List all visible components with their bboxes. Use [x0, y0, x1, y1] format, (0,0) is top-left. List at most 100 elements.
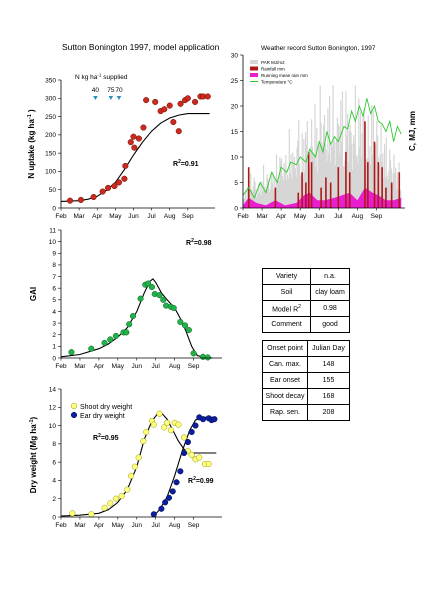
shoot-dry-weight-point	[128, 472, 135, 479]
y-tick-label: 12	[49, 405, 57, 412]
n-uptake-point	[177, 100, 184, 107]
table-cell: Soil	[262, 284, 311, 301]
n-uptake-point	[67, 197, 74, 204]
y-tick-label: 4	[52, 309, 56, 316]
par-bar	[363, 108, 365, 208]
rainfall-bar	[373, 141, 376, 208]
par-bar	[316, 127, 318, 208]
table-cell: 155	[307, 372, 350, 389]
r2-value: =0.95	[101, 435, 119, 442]
par-bar	[299, 175, 302, 208]
table-cell: Ear onset	[262, 372, 308, 389]
par-bar	[261, 181, 263, 208]
y-tick-label: 10	[231, 154, 239, 161]
table-cell: Onset point	[262, 340, 308, 357]
n-uptake-point	[121, 175, 128, 182]
table-cell: clay loam	[310, 284, 350, 301]
x-tick-label: Feb	[55, 363, 67, 370]
par-bar	[326, 161, 328, 208]
par-bar	[370, 164, 372, 208]
n-uptake-point	[170, 119, 177, 126]
x-tick-label: Sep	[188, 522, 200, 529]
ear-dry-weight-point	[177, 468, 184, 475]
rainfall-bar	[348, 172, 351, 208]
par-bar	[255, 189, 257, 208]
par-bar	[276, 182, 278, 208]
n-uptake-point	[131, 144, 138, 151]
n-uptake-point	[99, 188, 106, 195]
rainfall-bar	[301, 172, 303, 208]
par-bar	[259, 183, 261, 208]
shoot-dry-weight-point	[156, 410, 163, 417]
y-tick-label: 11	[49, 227, 56, 234]
n-application-marker	[93, 96, 98, 100]
rainfall-bar	[377, 162, 380, 208]
table-row: Onset point Julian Day	[262, 340, 350, 357]
par-bar	[367, 115, 369, 208]
shoot-dry-weight-point	[150, 421, 157, 428]
n-supplied-end: supplied	[101, 74, 127, 81]
shoot-dry-weight-point	[124, 486, 131, 493]
n-uptake-point	[184, 95, 191, 102]
y-axis-label-part: )	[27, 109, 36, 114]
shoot-dry-weight-point	[118, 492, 125, 500]
n-uptake-point	[111, 183, 118, 190]
y-tick-label: 8	[52, 441, 56, 448]
legend-label: Rainfall mm	[261, 67, 285, 72]
y-tick-label: 5	[52, 297, 56, 304]
par-bar	[256, 197, 258, 208]
r2-value: =0.98	[194, 240, 212, 247]
rainfall-bar	[325, 177, 327, 208]
y-tick-label: 14	[49, 386, 57, 393]
par-bar	[313, 156, 315, 208]
y-axis-label-part: C, MJ, mm	[408, 111, 417, 151]
par-bar	[312, 153, 314, 208]
par-bar	[290, 154, 292, 208]
y-tick-label: 7	[52, 274, 56, 281]
gai-point	[160, 296, 167, 303]
par-bar	[253, 177, 255, 208]
x-tick-label: Jul	[152, 522, 161, 529]
n-supplied-exponent: -1	[97, 73, 101, 78]
n-uptake-point	[175, 128, 182, 135]
x-tick-label: May	[109, 213, 122, 220]
par-bar	[383, 144, 386, 208]
y-tick-label: 1	[52, 344, 56, 351]
par-bar	[342, 166, 344, 208]
gai-point	[101, 339, 108, 346]
onset-point-table: Onset point Julian Day Can. max. 148 Ear o…	[262, 340, 350, 421]
table-row: Variety n.a.	[262, 268, 350, 285]
par-bar	[257, 183, 260, 208]
par-bar	[306, 121, 308, 208]
y-tick-label: 30	[231, 52, 239, 59]
gai-point	[68, 349, 75, 356]
y-axis-label-part: N uptake (kg ha	[27, 119, 36, 179]
par-bar	[347, 113, 349, 208]
legend-swatch	[250, 73, 258, 77]
n-uptake-point	[143, 97, 150, 104]
rainfall-bar	[381, 167, 383, 208]
par-bar	[317, 172, 319, 208]
par-bar	[353, 135, 355, 208]
n-supplied-text: N kg ha	[75, 74, 98, 81]
par-bar	[271, 182, 273, 208]
par-bar	[356, 154, 358, 208]
table-row: Can. max. 148	[262, 356, 350, 373]
legend-swatch	[70, 411, 78, 419]
rainfall-bar	[345, 151, 347, 208]
x-tick-label: Sep	[188, 363, 200, 370]
x-tick-label: Jun	[128, 213, 139, 220]
table-cell: Rap. sen.	[262, 404, 308, 421]
y-tick-label: 50	[49, 187, 57, 194]
y-tick-label: 6	[52, 285, 56, 292]
shoot-dry-weight-point	[131, 463, 138, 470]
gai-point	[145, 280, 152, 287]
par-bar	[389, 160, 392, 208]
y-tick-label: 0	[52, 514, 56, 521]
par-bar	[387, 179, 389, 208]
par-bar	[375, 144, 377, 208]
x-tick-label: Aug	[169, 363, 181, 370]
ear-dry-weight-point	[184, 438, 191, 446]
par-bar	[266, 174, 268, 208]
rainfall-bar	[305, 182, 307, 208]
